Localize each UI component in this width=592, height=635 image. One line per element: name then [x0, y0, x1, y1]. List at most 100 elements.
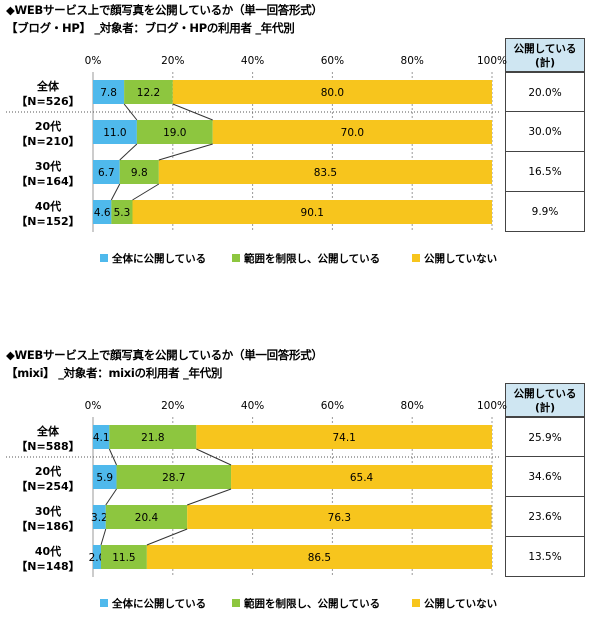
connector-line — [158, 143, 213, 161]
bar-data-label: 3.2 — [91, 512, 108, 524]
bar-data-label: 80.0 — [321, 87, 344, 99]
bar-data-label: 86.5 — [308, 552, 331, 564]
bar-segment — [158, 160, 492, 184]
side-table-header: 公開している (計) — [505, 383, 585, 417]
chart-blog-hp: ◆WEBサービス上で顔写真を公開しているか（単一回答形式） 【ブログ・HP】 _… — [0, 0, 592, 290]
side-table-value: 30.0% — [505, 112, 585, 152]
x-tick-label: 80% — [401, 400, 424, 412]
bar-segment — [146, 545, 493, 569]
bar-data-label: 83.5 — [314, 167, 337, 179]
connector-line — [105, 488, 117, 506]
category-n-label: 【N=526】 — [16, 95, 79, 108]
side-table-value: 34.6% — [505, 457, 585, 497]
category-label: 20代 — [35, 119, 61, 133]
bar-data-label: 20.4 — [135, 512, 159, 524]
side-table-header-line2: (計) — [534, 402, 556, 414]
bar-data-label: 11.0 — [103, 127, 126, 139]
category-n-label: 【N=588】 — [16, 440, 79, 453]
bar-data-label: 5.9 — [96, 472, 113, 484]
bar-segment — [109, 425, 197, 449]
side-table-value: 25.9% — [505, 417, 585, 457]
connector-line — [119, 143, 138, 161]
chart-subtitle: 【mixi】 _対象者：mixiの利用者 _年代別 — [6, 366, 223, 380]
bar-data-label: 6.7 — [98, 167, 115, 179]
side-table-value: 9.9% — [505, 192, 585, 232]
legend-label: 公開していない — [424, 598, 497, 610]
bar-segment — [172, 80, 493, 104]
legend-label: 全体に公開している — [111, 252, 206, 265]
side-table-header: 公開している (計) — [505, 38, 585, 72]
bar-segment — [132, 200, 492, 224]
connector-line — [110, 183, 121, 201]
connector-line — [123, 103, 138, 121]
category-n-label: 【N=210】 — [16, 135, 79, 148]
side-table-value: 20.0% — [505, 72, 585, 112]
bar-segment — [124, 80, 173, 104]
side-table-value: 16.5% — [505, 152, 585, 192]
category-label: 全体 — [36, 79, 60, 93]
bar-data-label: 7.8 — [100, 87, 117, 99]
bar-data-label: 19.0 — [163, 127, 186, 139]
connector-line — [132, 183, 160, 201]
bar-data-label: 11.5 — [112, 552, 135, 564]
side-table-header-line1: 公開している — [513, 388, 577, 400]
legend-swatch — [100, 254, 108, 262]
bar-segment — [105, 505, 188, 529]
category-n-label: 【N=186】 — [16, 520, 79, 533]
connector-line — [146, 528, 188, 546]
category-label: 40代 — [35, 199, 61, 213]
chart-title: ◆WEBサービス上で顔写真を公開しているか（単一回答形式） — [6, 348, 323, 362]
connector-line — [196, 448, 232, 466]
connector-line — [186, 488, 232, 506]
bar-segment — [93, 545, 101, 569]
bar-segment — [116, 465, 232, 489]
bar-segment — [187, 505, 492, 529]
category-label: 30代 — [35, 159, 61, 173]
x-tick-label: 20% — [161, 400, 184, 412]
bar-data-label: 74.1 — [332, 432, 355, 444]
bar-data-label: 28.7 — [162, 472, 185, 484]
legend-label: 範囲を制限し、公開している — [243, 252, 380, 265]
x-tick-label: 0% — [85, 55, 102, 67]
category-n-label: 【N=164】 — [16, 175, 79, 188]
bar-data-label: 70.0 — [341, 127, 364, 139]
legend-label: 範囲を制限し、公開している — [243, 597, 380, 610]
x-tick-label: 0% — [85, 400, 102, 412]
bar-segment — [212, 120, 492, 144]
side-table-header-line2: (計) — [534, 57, 556, 69]
chart-subtitle: 【ブログ・HP】 _対象者：ブログ・HPの利用者 _年代別 — [6, 21, 295, 35]
bar-segment — [231, 465, 492, 489]
chart-title: ◆WEBサービス上で顔写真を公開しているか（単一回答形式） — [6, 3, 323, 17]
bar-data-label: 12.2 — [137, 87, 160, 99]
bar-segment — [93, 425, 110, 449]
x-tick-label: 60% — [321, 55, 344, 67]
bar-segment — [100, 545, 147, 569]
bar-data-label: 21.8 — [141, 432, 164, 444]
bar-segment — [93, 200, 112, 224]
bar-data-label: 4.1 — [93, 432, 110, 444]
bar-segment — [93, 465, 117, 489]
bar-data-label: 4.6 — [94, 207, 111, 219]
x-tick-label: 80% — [401, 55, 424, 67]
bar-segment — [111, 200, 133, 224]
legend-swatch — [412, 599, 420, 607]
chart-mixi: ◆WEBサービス上で顔写真を公開しているか（単一回答形式） 【mixi】 _対象… — [0, 345, 592, 635]
category-label: 全体 — [36, 424, 60, 438]
bar-data-label: 90.1 — [301, 207, 324, 219]
side-table-value: 23.6% — [505, 497, 585, 537]
bar-data-label: 9.8 — [131, 167, 148, 179]
category-n-label: 【N=152】 — [16, 215, 79, 228]
x-tick-label: 40% — [241, 400, 264, 412]
x-tick-label: 40% — [241, 55, 264, 67]
side-table-value: 13.5% — [505, 537, 585, 577]
connector-line — [108, 448, 117, 466]
legend-label: 公開していない — [424, 253, 497, 265]
connector-line — [172, 103, 213, 121]
bar-segment — [136, 120, 213, 144]
connector-line — [100, 528, 107, 546]
category-n-label: 【N=148】 — [16, 560, 79, 573]
category-label: 20代 — [35, 464, 61, 478]
legend-label: 全体に公開している — [111, 597, 206, 610]
legend-swatch — [232, 254, 240, 262]
legend-swatch — [232, 599, 240, 607]
